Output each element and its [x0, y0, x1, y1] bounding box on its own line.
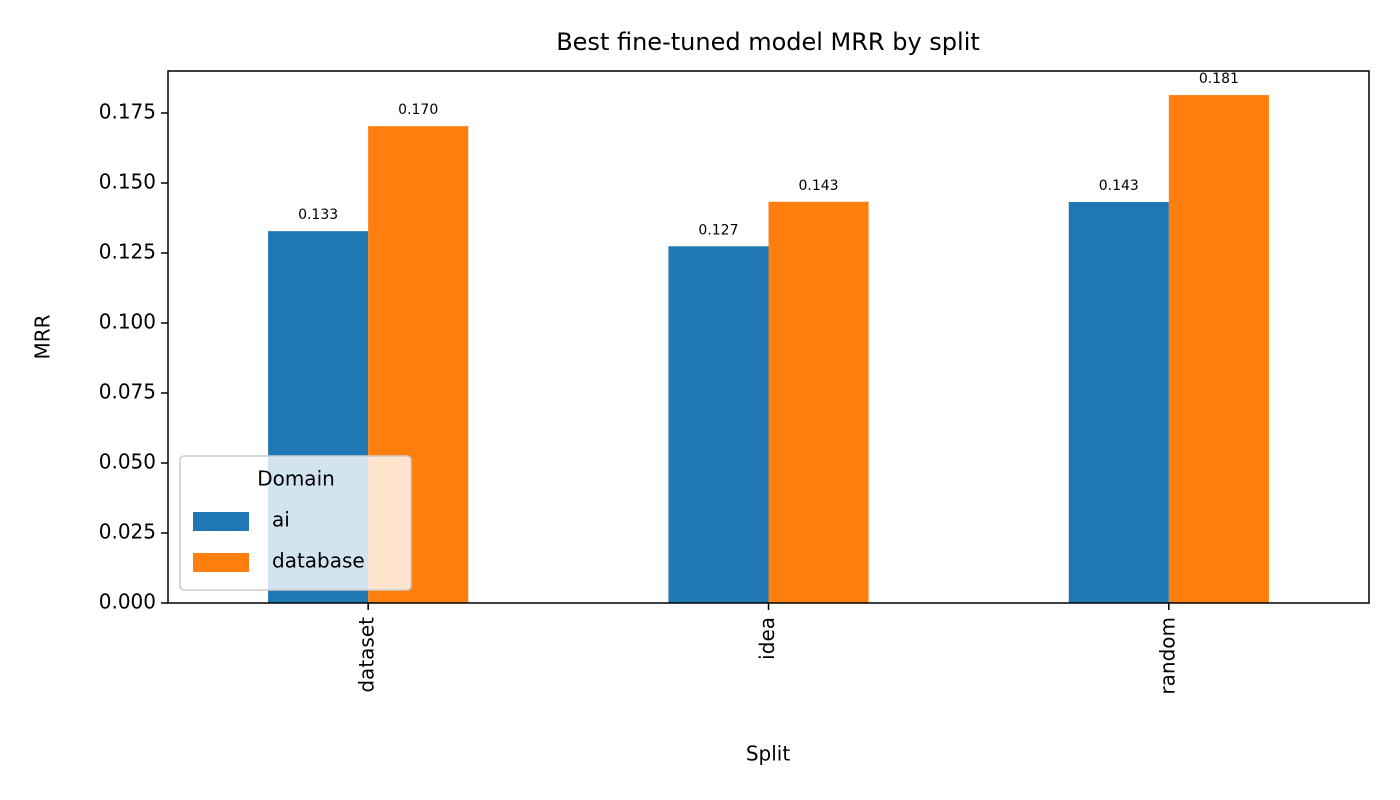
- bar: [668, 246, 769, 603]
- bar: [1068, 202, 1169, 604]
- y-tick-label: 0.075: [99, 380, 156, 404]
- chart-title: Best fine-tuned model MRR by split: [556, 28, 980, 56]
- plot-frame: [167, 70, 1370, 604]
- legend-swatch: [193, 553, 249, 572]
- bar: [768, 201, 869, 603]
- x-tick-label: idea: [755, 617, 779, 660]
- y-axis-label: MRR: [31, 314, 55, 359]
- y-tick-label: 0.000: [99, 590, 156, 614]
- x-axis-label: Split: [746, 742, 791, 766]
- y-tick-label: 0.150: [99, 170, 156, 194]
- y-tick-label: 0.050: [99, 450, 156, 474]
- legend-label: database: [272, 549, 365, 573]
- legend-swatch: [193, 512, 249, 531]
- bar: [1168, 95, 1269, 603]
- legend-title: Domain: [257, 467, 335, 491]
- x-tick-label: dataset: [355, 617, 379, 693]
- value-label: 0.143: [1099, 178, 1139, 194]
- y-tick-label: 0.175: [99, 100, 156, 124]
- y-tick-label: 0.125: [99, 240, 156, 264]
- value-label: 0.181: [1199, 71, 1239, 87]
- value-label: 0.133: [298, 207, 338, 223]
- value-label: 0.143: [798, 178, 838, 194]
- x-tick-label: random: [1155, 617, 1179, 695]
- legend-label: ai: [272, 508, 290, 532]
- value-label: 0.127: [698, 222, 738, 238]
- value-label: 0.170: [398, 102, 438, 118]
- y-tick-label: 0.100: [99, 310, 156, 334]
- y-tick-label: 0.025: [99, 520, 156, 544]
